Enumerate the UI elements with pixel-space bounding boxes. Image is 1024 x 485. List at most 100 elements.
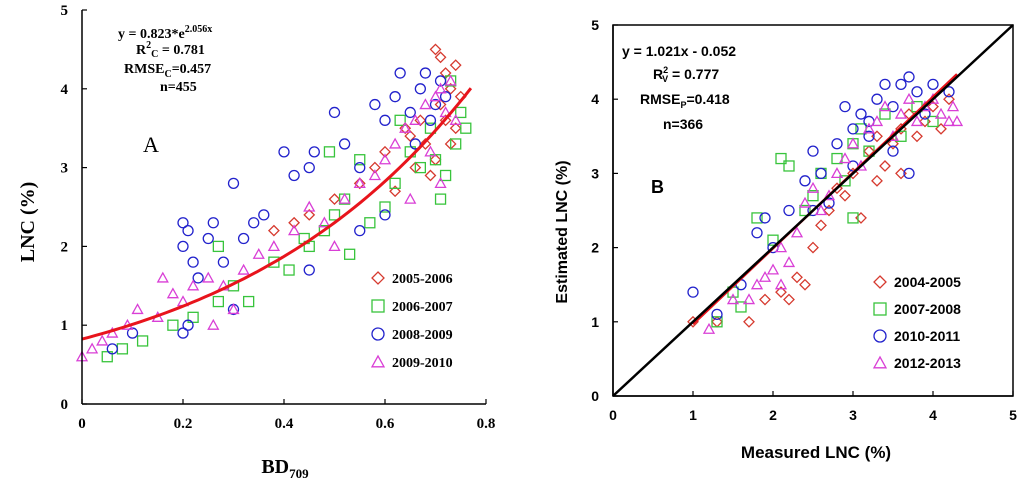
data-point bbox=[743, 315, 755, 328]
data-point bbox=[288, 169, 300, 182]
data-point bbox=[887, 145, 899, 157]
y-tick-label: 0 bbox=[591, 388, 599, 404]
data-point bbox=[419, 138, 432, 150]
data-point bbox=[783, 160, 795, 172]
legend-marker-diamond bbox=[371, 271, 385, 285]
data-point bbox=[943, 93, 955, 106]
y-tick-label: 2 bbox=[61, 239, 69, 255]
data-point bbox=[343, 248, 356, 260]
data-point bbox=[429, 98, 442, 111]
y-tick-label: 4 bbox=[61, 82, 69, 98]
legend-marker-triangle bbox=[370, 354, 386, 368]
data-point bbox=[434, 193, 447, 205]
data-point bbox=[354, 154, 366, 166]
data-point bbox=[419, 67, 432, 79]
data-point bbox=[927, 115, 939, 128]
data-point bbox=[429, 90, 442, 102]
data-point bbox=[449, 113, 462, 125]
data-point bbox=[751, 227, 763, 239]
data-point bbox=[879, 108, 891, 120]
panel-b-points bbox=[687, 71, 964, 334]
data-point bbox=[186, 279, 200, 291]
panel-b-r2: R2 V = 0.777 bbox=[653, 65, 719, 84]
legend-marker-triangle bbox=[872, 355, 888, 369]
data-point bbox=[338, 138, 351, 150]
data-point bbox=[202, 232, 214, 245]
data-point bbox=[424, 122, 437, 134]
x-tick-label: 0.2 bbox=[174, 416, 193, 432]
panel-a-rmse: RMSEC=0.457 bbox=[124, 62, 211, 80]
data-point bbox=[379, 145, 391, 158]
data-point bbox=[379, 114, 391, 126]
data-point bbox=[815, 167, 827, 180]
data-point bbox=[242, 295, 255, 308]
data-point bbox=[353, 177, 366, 189]
data-point bbox=[758, 270, 772, 282]
data-point bbox=[131, 303, 144, 315]
legend-label: 2009-2010 bbox=[392, 356, 453, 371]
x-tick-label: 5 bbox=[1009, 407, 1017, 423]
data-point bbox=[455, 106, 467, 119]
data-point bbox=[409, 138, 421, 150]
data-point bbox=[751, 212, 763, 224]
data-point bbox=[839, 100, 851, 113]
data-point bbox=[434, 177, 447, 189]
data-point bbox=[212, 240, 225, 253]
legend-marker-circle bbox=[873, 329, 887, 343]
data-point bbox=[388, 137, 402, 149]
x-tick-label: 1 bbox=[689, 407, 697, 423]
data-point bbox=[879, 160, 891, 172]
panel-a-axes: 0 0.2 0.4 0.6 0.8 0 1 2 3 4 5 bbox=[61, 3, 496, 432]
data-point bbox=[85, 342, 99, 354]
data-point bbox=[389, 185, 402, 198]
data-point bbox=[414, 83, 427, 95]
data-point bbox=[444, 74, 457, 86]
data-point bbox=[434, 82, 447, 94]
data-point bbox=[429, 43, 442, 56]
data-point bbox=[807, 145, 819, 157]
data-point bbox=[328, 240, 341, 252]
data-point bbox=[942, 115, 956, 127]
x-tick-label: 2 bbox=[769, 407, 777, 423]
data-point bbox=[774, 278, 788, 290]
data-point bbox=[318, 216, 331, 228]
data-point bbox=[775, 152, 787, 165]
panel-a-n: n=455 bbox=[160, 80, 197, 95]
data-point bbox=[759, 212, 771, 224]
data-point bbox=[927, 100, 939, 113]
data-point bbox=[318, 224, 331, 237]
data-point bbox=[919, 108, 931, 120]
data-point bbox=[830, 167, 844, 179]
data-point bbox=[711, 308, 723, 321]
data-point bbox=[166, 287, 180, 299]
data-point bbox=[798, 196, 812, 208]
data-point bbox=[870, 115, 884, 127]
data-point bbox=[182, 224, 194, 237]
data-point bbox=[409, 113, 422, 125]
panel-b-rmse: RMSEP=0.418 bbox=[640, 91, 730, 110]
data-point bbox=[871, 174, 883, 187]
data-point bbox=[439, 106, 452, 118]
data-point bbox=[903, 167, 915, 180]
data-point bbox=[424, 114, 437, 126]
data-point bbox=[106, 343, 118, 355]
data-point bbox=[369, 98, 381, 111]
data-point bbox=[212, 295, 225, 308]
data-point bbox=[823, 197, 835, 209]
legend-label: 2007-2008 bbox=[894, 301, 961, 317]
data-point bbox=[227, 303, 240, 315]
data-point bbox=[248, 217, 260, 229]
data-point bbox=[449, 59, 462, 72]
data-point bbox=[911, 86, 923, 98]
data-point bbox=[101, 351, 113, 363]
data-point bbox=[354, 161, 366, 174]
data-point bbox=[237, 232, 250, 245]
data-point bbox=[287, 224, 301, 236]
data-point bbox=[806, 181, 820, 193]
panel-a-fit-curve bbox=[81, 87, 473, 341]
data-point bbox=[303, 161, 315, 174]
data-point bbox=[847, 212, 859, 224]
data-point bbox=[394, 114, 406, 126]
panel-a: 0 0.2 0.4 0.6 0.8 0 1 2 3 4 5 LNC (%) BD709 A y = … bbox=[17, 3, 495, 481]
